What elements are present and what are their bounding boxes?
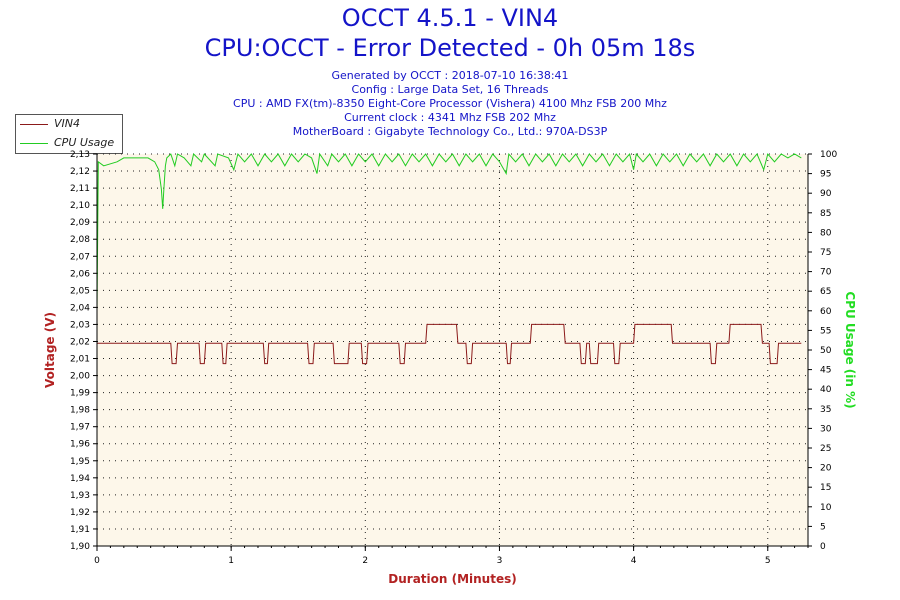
y-tick-label: 2,13 — [70, 150, 90, 160]
y2-tick-label: 30 — [820, 424, 832, 434]
y-tick-label: 1,99 — [70, 389, 90, 399]
x-tick-label: 1 — [228, 556, 234, 566]
legend-label-vin4: VIN4 — [54, 117, 80, 130]
chart-subtitle: CPU:OCCT - Error Detected - 0h 05m 18s — [204, 34, 696, 62]
y2-tick-label: 85 — [820, 209, 831, 219]
y-axis-label: Voltage (V) — [43, 312, 57, 388]
y2-tick-label: 70 — [820, 268, 832, 278]
series-line-vin4 — [97, 323, 802, 365]
y2-tick-label: 100 — [820, 150, 837, 160]
y-tick-label: 1,94 — [70, 474, 90, 484]
y2-tick-label: 65 — [820, 287, 831, 297]
legend-label-cpu-usage: CPU Usage — [54, 136, 115, 149]
y2-tick-label: 0 — [820, 542, 826, 552]
y-tick-label: 2,07 — [70, 252, 90, 262]
axes: 1,90 1,91 1,92 1,93 1,94 1,95 1,96 1,97 1,98 1,99… — [70, 150, 837, 566]
info-clock: Current clock : 4341 Mhz FSB 202 Mhz — [344, 111, 556, 124]
y-tick-label: 2,01 — [70, 355, 90, 365]
y2-tick-label: 20 — [820, 464, 832, 474]
y-tick-label: 2,06 — [70, 269, 90, 279]
info-config: Config : Large Data Set, 16 Threads — [351, 83, 549, 96]
y-tick-label: 2,02 — [70, 337, 90, 347]
x-axis-label: Duration (Minutes) — [388, 572, 516, 586]
y-tick-label: 1,91 — [70, 525, 90, 535]
x-tick-label: 0 — [94, 556, 100, 566]
y-tick-label: 2,05 — [70, 286, 90, 296]
plot-area — [97, 154, 808, 546]
y2-tick-label: 10 — [820, 503, 832, 513]
y2-tick-label: 50 — [820, 346, 832, 356]
y-tick-label: 1,93 — [70, 491, 90, 501]
series-group — [96, 152, 802, 365]
x-tick-label: 4 — [631, 556, 637, 566]
x-tick-label: 5 — [765, 556, 771, 566]
y-tick-label: 2,04 — [70, 303, 90, 313]
y2-tick-label: 95 — [820, 170, 831, 180]
legend-item-cpu-usage: CPU Usage — [16, 134, 122, 152]
legend-swatch-vin4 — [20, 124, 48, 125]
y-tick-label: 2,03 — [70, 320, 90, 330]
y2-tick-label: 25 — [820, 444, 831, 454]
y-tick-label: 2,11 — [70, 184, 90, 194]
y-tick-label: 1,92 — [70, 508, 90, 518]
y2-tick-label: 75 — [820, 248, 831, 258]
y2-tick-label: 15 — [820, 483, 831, 493]
y2-tick-label: 55 — [820, 326, 831, 336]
legend: VIN4 CPU Usage — [15, 114, 123, 154]
y-tick-label: 2,10 — [70, 201, 90, 211]
info-cpu: CPU : AMD FX(tm)-8350 Eight-Core Process… — [233, 97, 667, 110]
y2-tick-label: 80 — [820, 228, 832, 238]
y-tick-label: 1,90 — [70, 542, 90, 552]
y2-tick-label: 90 — [820, 189, 832, 199]
y-tick-label: 2,08 — [70, 235, 90, 245]
x-tick-label: 2 — [362, 556, 368, 566]
y2-tick-label: 45 — [820, 366, 831, 376]
chart-title: OCCT 4.5.1 - VIN4 — [341, 4, 559, 32]
y-tick-label: 1,95 — [70, 457, 90, 467]
y2-tick-label: 35 — [820, 405, 831, 415]
x-tick-label: 3 — [497, 556, 503, 566]
y2-axis-label: CPU Usage (in %) — [843, 291, 857, 408]
y2-tick-label: 5 — [820, 522, 826, 532]
info-motherboard: MotherBoard : Gigabyte Technology Co., L… — [292, 125, 608, 138]
y-tick-label: 1,97 — [70, 423, 90, 433]
y-tick-label: 1,98 — [70, 406, 90, 416]
legend-swatch-cpu-usage — [20, 143, 48, 144]
y-tick-label: 2,09 — [70, 218, 90, 228]
y2-tick-label: 60 — [820, 307, 832, 317]
info-generated: Generated by OCCT : 2018-07-10 16:38:41 — [331, 69, 569, 82]
y-tick-label: 1,96 — [70, 440, 90, 450]
series-line-cpu-usage — [96, 152, 802, 311]
y-tick-label: 2,12 — [70, 167, 90, 177]
y2-tick-label: 40 — [820, 385, 832, 395]
legend-item-vin4: VIN4 — [16, 115, 122, 133]
y-tick-label: 2,00 — [70, 372, 90, 382]
